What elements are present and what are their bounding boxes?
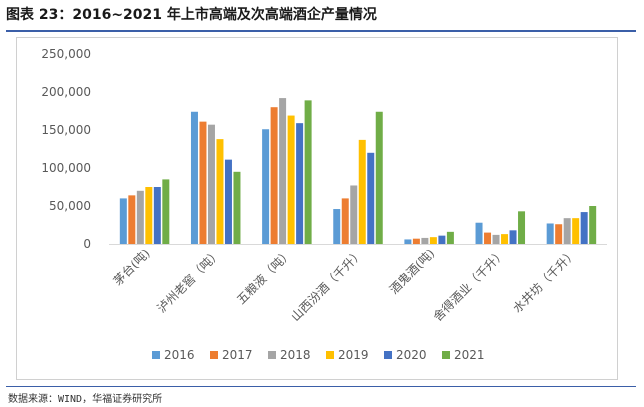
legend-swatch-2016	[152, 351, 160, 359]
bar-2016	[262, 129, 270, 244]
y-tick-label: 250,000	[41, 47, 91, 61]
y-tick-label: 0	[83, 237, 91, 251]
bar-2018	[492, 234, 500, 244]
x-category-label: 水井坊（千升）	[510, 246, 580, 316]
bar-2019	[216, 139, 224, 244]
bar-2018	[136, 190, 144, 244]
bar-chart: 0 50,000 100,000 150,000 200,000 250,000 茅台(吨)…	[41, 47, 607, 362]
bar-2020	[153, 187, 161, 244]
legend-label: 2019	[338, 348, 369, 362]
bar-2020	[438, 235, 446, 244]
source-note: 数据来源：WIND，华福证券研究所	[8, 394, 163, 405]
y-tick-label: 100,000	[41, 161, 91, 175]
bar-2020	[509, 230, 517, 244]
x-category-label: 茅台(吨)	[110, 246, 153, 289]
title-rule	[6, 30, 636, 32]
bar-2017	[199, 121, 207, 244]
chart-frame: 0 50,000 100,000 150,000 200,000 250,000 茅台(吨)…	[16, 37, 618, 380]
legend-label: 2020	[396, 348, 427, 362]
bar-2017	[555, 224, 563, 244]
bar-2017	[484, 232, 492, 244]
bar-2021	[304, 100, 312, 244]
x-category-label: 酒鬼酒(吨)	[386, 246, 437, 297]
legend-label: 2017	[222, 348, 253, 362]
bar-2020	[367, 152, 375, 244]
bar-2016	[190, 111, 198, 244]
legend-label: 2018	[280, 348, 311, 362]
bar-2021	[375, 111, 383, 244]
x-category-label: 山西汾酒（千升）	[288, 246, 366, 324]
y-tick-label: 50,000	[49, 199, 91, 213]
legend-swatch-2019	[326, 351, 334, 359]
bar-2021	[589, 206, 597, 244]
legend-label: 2016	[164, 348, 195, 362]
bar-2016	[119, 198, 127, 244]
bar-2020	[580, 212, 588, 244]
bar-2020	[296, 123, 304, 244]
y-tick-label: 200,000	[41, 85, 91, 99]
chart-title: 图表 23：2016~2021 年上市高端及次高端酒企产量情况	[6, 7, 377, 23]
legend-swatch-2020	[384, 351, 392, 359]
bar-2016	[546, 223, 554, 244]
bar-2016	[404, 239, 412, 244]
bar-2021	[518, 211, 526, 244]
bar-2018	[350, 185, 358, 244]
legend-swatch-2021	[442, 351, 450, 359]
x-category-label: 舍得酒业（千升）	[430, 246, 508, 324]
bar-2019	[572, 218, 580, 244]
bar-2019	[429, 237, 437, 244]
bar-2021	[446, 231, 454, 244]
bar-2018	[563, 218, 571, 244]
footer-rule	[6, 386, 636, 387]
x-category-label: 五粮液（吨）	[233, 246, 295, 308]
x-category-label: 泸州老窖（吨）	[154, 246, 224, 316]
bar-2018	[421, 237, 429, 244]
bar-2018	[207, 124, 215, 244]
bar-2021	[162, 179, 170, 244]
bar-2017	[128, 195, 136, 244]
bar-2019	[287, 115, 295, 244]
bar-2020	[224, 159, 232, 244]
bar-2019	[358, 139, 366, 244]
bar-2016	[333, 209, 341, 244]
bar-2017	[341, 198, 349, 244]
legend-swatch-2018	[268, 351, 276, 359]
y-tick-label: 150,000	[41, 123, 91, 137]
bar-2021	[233, 171, 241, 244]
bar-2019	[145, 187, 153, 244]
bar-2018	[279, 98, 287, 244]
legend-label: 2021	[454, 348, 485, 362]
bar-2017	[412, 238, 420, 244]
bar-2017	[270, 107, 278, 244]
legend-swatch-2017	[210, 351, 218, 359]
bar-2016	[475, 222, 483, 244]
bar-2019	[501, 234, 509, 244]
